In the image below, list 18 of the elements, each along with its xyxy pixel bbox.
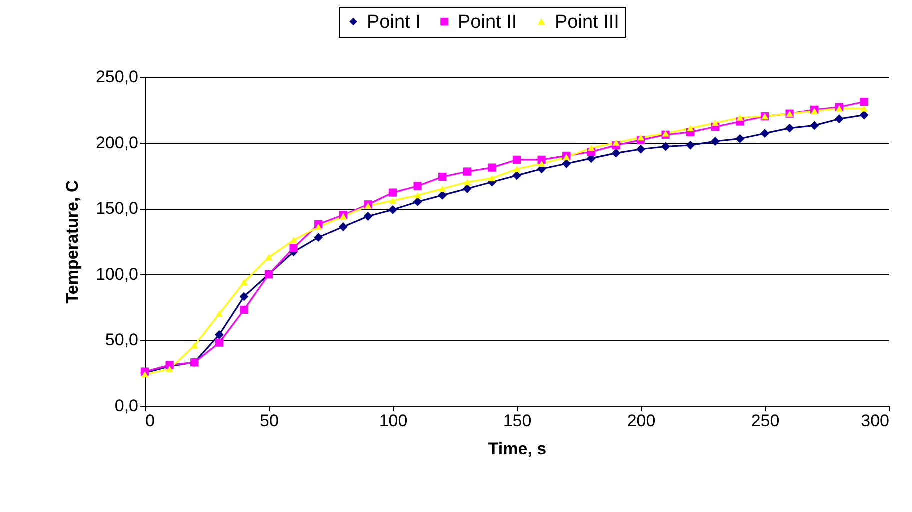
x-tick-label: 100	[379, 412, 408, 430]
y-tick-label: 200,0	[96, 133, 138, 152]
x-tick-label: 300	[861, 412, 890, 430]
x-tick-label: 150	[503, 412, 532, 430]
x-tick-label: 250	[751, 412, 780, 430]
x-tick-label: 200	[627, 412, 656, 430]
legend-label: Point I	[367, 12, 421, 33]
legend-label: Point II	[458, 12, 518, 33]
y-tick-label: 150,0	[96, 199, 138, 218]
legend-label: Point III	[555, 12, 620, 33]
x-axis-title: Time, s	[488, 440, 547, 458]
y-tick-label: 250,0	[96, 68, 138, 86]
y-axis-title: Temperature, C	[62, 180, 82, 304]
y-tick-label: 100,0	[96, 264, 138, 284]
x-tick-label: 50	[260, 412, 279, 430]
y-tick-label: 0,0	[114, 396, 138, 416]
y-tick-label: 50,0	[105, 330, 138, 350]
x-tick-label: 0	[146, 412, 155, 430]
